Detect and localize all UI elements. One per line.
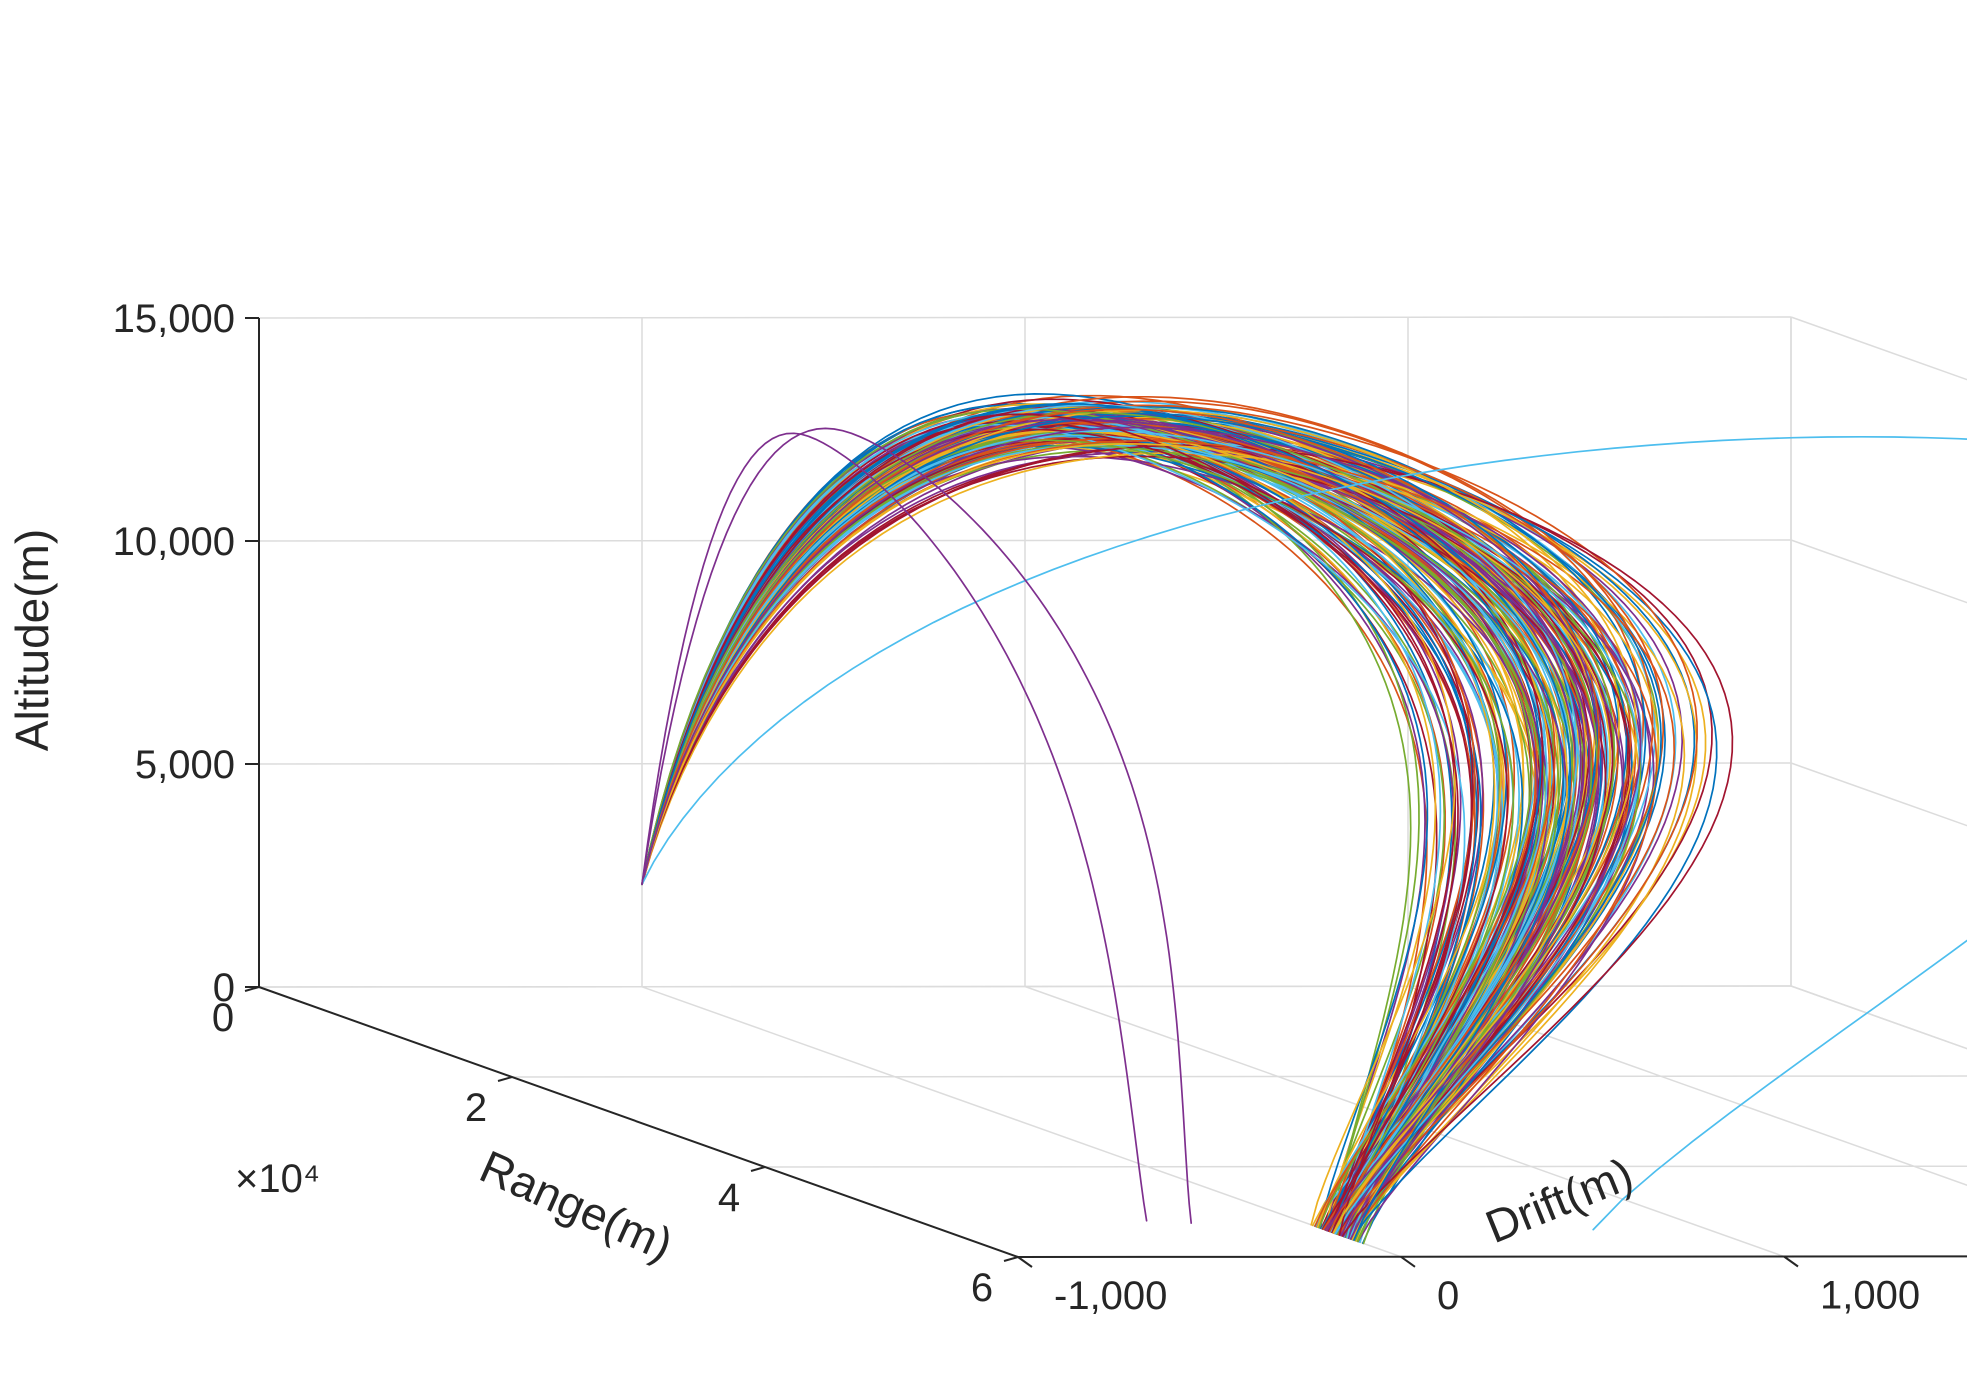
y-tick-label: -1,000 xyxy=(1054,1274,1167,1318)
trajectory-line xyxy=(641,436,1643,1227)
trajectory-series xyxy=(641,393,1967,1245)
grid-line xyxy=(641,986,1402,1258)
trajectory-line xyxy=(641,428,1509,1234)
grid-line xyxy=(258,316,1792,319)
trajectory-line xyxy=(641,440,1538,1228)
y-tick-mark xyxy=(1017,1256,1033,1268)
grid-line xyxy=(1790,539,1967,604)
trajectory-line xyxy=(641,423,1466,1239)
trajectory-line-outlier xyxy=(641,427,1193,1224)
y-axis-label: Drift(m) xyxy=(1478,1147,1640,1253)
trajectory-line xyxy=(641,426,1642,1232)
trajectory-line-outlier xyxy=(641,432,1148,1222)
y-tick-label: 0 xyxy=(1437,1274,1459,1318)
trajectory-line xyxy=(641,434,1556,1227)
z-axis-label: Altitude(m) xyxy=(6,529,58,751)
z-tick-label: 15,000 xyxy=(113,297,235,341)
x-exponent-label: ×10⁴ xyxy=(235,1157,320,1201)
x-tick-label: 6 xyxy=(971,1266,993,1310)
trajectory-line xyxy=(641,404,1578,1235)
trajectory-line xyxy=(641,442,1611,1234)
x-tick-mark xyxy=(497,1076,513,1082)
trajectory-line xyxy=(641,409,1638,1234)
y-tick-mark xyxy=(1783,1255,1799,1268)
trajectory-line xyxy=(641,410,1514,1240)
x-axis-label: Range(m) xyxy=(473,1140,681,1271)
trajectory-line xyxy=(641,402,1572,1241)
trajectory-line xyxy=(641,444,1734,1237)
z-tick-label: 10,000 xyxy=(113,520,235,564)
x-tick-mark xyxy=(1003,1256,1019,1262)
z-tick-label: 0 xyxy=(213,966,235,1010)
grid-line xyxy=(1790,316,1967,381)
x-axis-line xyxy=(258,986,1019,1258)
x-tick-mark xyxy=(750,1166,766,1172)
trajectory-line xyxy=(641,420,1473,1233)
trajectory-line xyxy=(641,422,1442,1235)
trajectory-line xyxy=(641,418,1552,1237)
grid-line xyxy=(1790,985,1967,1050)
grid-line xyxy=(1790,985,1967,1050)
z-tick-label: 5,000 xyxy=(135,743,235,787)
trajectory-line xyxy=(641,393,1591,1245)
trajectory-line xyxy=(641,445,1533,1229)
y-axis-line xyxy=(1017,1255,1967,1258)
trajectory-line xyxy=(641,408,1600,1233)
trajectory-line xyxy=(641,424,1457,1234)
y-tick-label: 1,000 xyxy=(1820,1274,1920,1318)
axes xyxy=(244,317,1967,1268)
trajectory-line-outlier xyxy=(641,435,1967,1231)
y-tick-mark xyxy=(1400,1255,1416,1268)
grid-line xyxy=(511,1075,1967,1078)
trajectory-line xyxy=(641,430,1641,1235)
x-tick-label: 0 xyxy=(212,996,234,1040)
trajectory-line xyxy=(641,421,1429,1229)
x-tick-label: 2 xyxy=(465,1086,487,1130)
x-tick-mark xyxy=(244,986,260,992)
x-tick-label: 4 xyxy=(718,1176,740,1220)
tick-labels: 05,00010,00015,0000246-1,00001,0002,0003… xyxy=(113,297,1920,1318)
trajectory-line xyxy=(641,413,1459,1236)
grid-line xyxy=(1790,762,1967,827)
grid-line xyxy=(1407,985,1967,1186)
